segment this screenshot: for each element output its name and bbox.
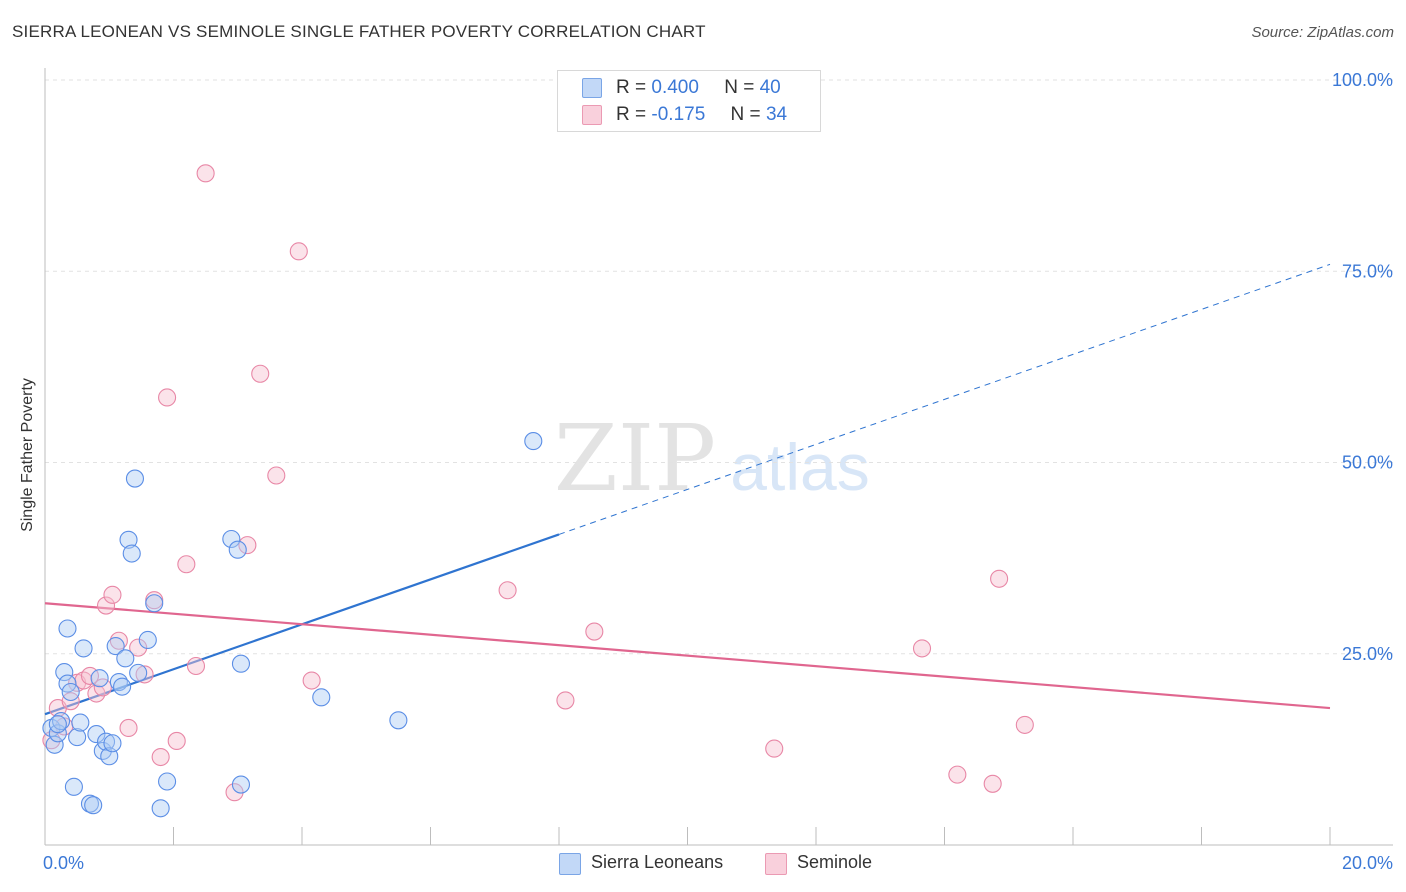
- watermark: ZIP atlas: [554, 405, 870, 512]
- bottom-legend-sierra-leoneans: Sierra Leoneans: [559, 852, 739, 876]
- stats-legend: R = 0.400 N = 40 R = -0.175 N = 34: [557, 70, 821, 132]
- point-seminole: [196, 164, 215, 183]
- point-seminole: [158, 388, 177, 407]
- legend-n-label: N =: [730, 104, 761, 125]
- point-seminole: [1015, 715, 1034, 734]
- point-seminole: [556, 691, 575, 710]
- chart-title: SIERRA LEONEAN VS SEMINOLE SINGLE FATHER…: [12, 22, 706, 41]
- point-sierra-leoneans: [145, 594, 164, 613]
- point-seminole: [238, 536, 257, 555]
- legend-r-label: R =: [616, 77, 647, 98]
- point-sierra-leoneans: [64, 777, 83, 796]
- point-sierra-leoneans: [125, 469, 144, 488]
- point-seminole: [990, 569, 1009, 588]
- point-sierra-leoneans: [231, 775, 251, 794]
- point-sierra-leoneans: [55, 663, 74, 682]
- point-sierra-leoneans: [119, 530, 138, 549]
- bottom-legend-label: Seminole: [797, 852, 873, 872]
- point-sierra-leoneans: [71, 713, 90, 732]
- point-sierra-leoneans: [113, 677, 132, 696]
- point-seminole: [177, 555, 196, 574]
- point-sierra-leoneans: [222, 529, 241, 549]
- point-sierra-leoneans: [74, 639, 93, 658]
- point-sierra-leoneans: [90, 669, 109, 688]
- point-seminole: [96, 596, 116, 615]
- y-tick-label: 75.0%: [1342, 261, 1393, 281]
- point-seminole: [129, 638, 148, 657]
- legend-r-value: -0.175: [651, 104, 706, 125]
- bottom-legend-label: Sierra Leoneans: [591, 852, 724, 872]
- point-sierra-leoneans: [87, 725, 106, 744]
- point-sierra-leoneans: [52, 712, 71, 731]
- point-seminole: [103, 585, 122, 604]
- point-sierra-leoneans: [106, 637, 125, 656]
- point-sierra-leoneans: [80, 794, 100, 813]
- point-seminole: [267, 466, 286, 485]
- point-sierra-leoneans: [312, 688, 331, 707]
- point-sierra-leoneans: [138, 630, 157, 650]
- point-sierra-leoneans: [116, 649, 135, 668]
- legend-swatch-blue: [582, 78, 602, 98]
- point-sierra-leoneans: [48, 715, 67, 734]
- point-sierra-leoneans: [45, 735, 64, 754]
- point-sierra-leoneans: [389, 711, 408, 730]
- point-seminole: [498, 581, 517, 600]
- point-seminole: [61, 692, 80, 711]
- point-sierra-leoneans: [61, 682, 80, 702]
- legend-r-label: R =: [616, 104, 647, 125]
- watermark-zip: ZIP: [554, 405, 716, 512]
- trend-line-seminole: [44, 602, 1331, 710]
- trend-line-sierra-leoneans-extension: [558, 263, 1331, 535]
- point-sierra-leoneans: [524, 432, 543, 451]
- legend-n-value: 40: [759, 77, 781, 98]
- point-seminole: [765, 739, 784, 758]
- point-sierra-leoneans: [122, 544, 141, 563]
- point-seminole: [167, 731, 186, 751]
- point-seminole: [289, 242, 308, 261]
- bottom-legend-swatch-pink: [765, 853, 787, 875]
- y-tick-label: 100.0%: [1332, 70, 1393, 90]
- point-seminole: [948, 765, 967, 784]
- legend-n-label: N =: [724, 77, 755, 98]
- source-credit: Source: ZipAtlas.com: [1251, 24, 1394, 41]
- watermark-atlas: atlas: [730, 430, 869, 504]
- point-seminole: [109, 631, 128, 650]
- point-seminole: [302, 671, 321, 690]
- point-sierra-leoneans: [158, 772, 177, 791]
- point-sierra-leoneans: [151, 799, 170, 818]
- point-seminole: [983, 774, 1002, 793]
- legend-n-value: 34: [765, 104, 788, 125]
- point-seminole: [585, 622, 604, 641]
- point-seminole: [135, 665, 154, 684]
- point-sierra-leoneans: [228, 540, 247, 559]
- x-tick-label-min: 0.0%: [43, 853, 84, 873]
- bottom-legend-seminole: Seminole: [765, 852, 895, 876]
- legend-r-value: 0.400: [651, 77, 699, 98]
- point-seminole: [912, 639, 932, 658]
- x-tick-label-max: 20.0%: [1342, 853, 1393, 873]
- legend-swatch-pink: [582, 105, 602, 125]
- point-seminole: [225, 783, 244, 802]
- point-sierra-leoneans: [129, 663, 148, 682]
- point-sierra-leoneans: [103, 734, 122, 753]
- bottom-legend-swatch-blue: [559, 853, 581, 875]
- point-sierra-leoneans: [84, 796, 103, 815]
- point-seminole: [119, 718, 138, 738]
- point-sierra-leoneans: [96, 732, 116, 751]
- point-sierra-leoneans: [68, 728, 87, 747]
- point-sierra-leoneans: [231, 654, 251, 673]
- point-seminole: [251, 364, 270, 383]
- point-seminole: [151, 747, 170, 767]
- y-tick-label: 25.0%: [1342, 644, 1393, 664]
- point-sierra-leoneans: [58, 619, 77, 638]
- y-tick-label: 50.0%: [1342, 453, 1393, 473]
- point-seminole: [186, 656, 206, 676]
